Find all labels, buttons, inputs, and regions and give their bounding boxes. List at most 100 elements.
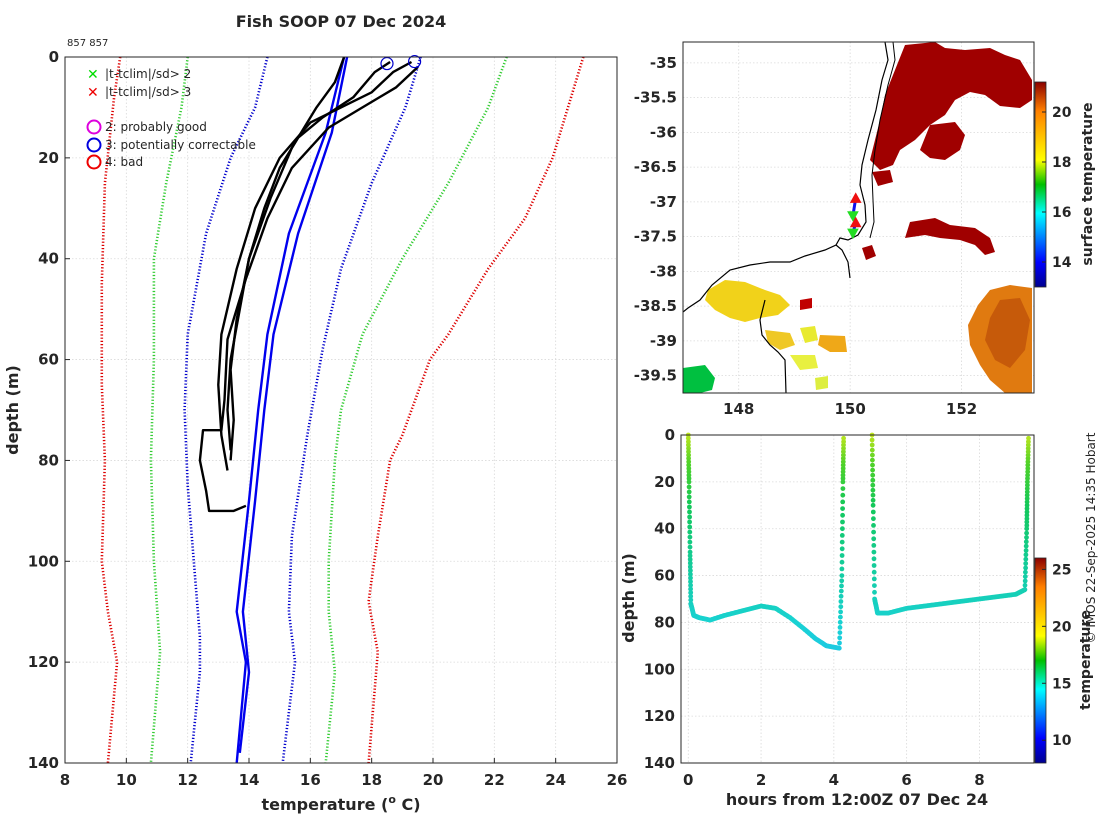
timeseries-point [871,536,877,542]
timeseries-point [871,569,877,575]
profile-xtick-label: 16 [300,771,321,789]
timeseries-point [687,553,693,559]
timeseries-point [1024,523,1030,528]
map-ytick-label: -37.5 [634,228,677,246]
sst-patch-orange-bass [818,335,847,352]
map-colorbar-ticks: 14 16 18 20 [1042,105,1072,271]
timeseries-point [686,479,692,485]
timeseries-ytick-label: 80 [654,613,675,631]
legend-label-3sd: |t-tclim|/sd> 3 [105,85,191,99]
legend-item-probably-good: 2: probably good [86,119,207,135]
timeseries-point [870,462,875,468]
profile-panel: Fish SOOP 07 Dec 2024 857 857 8 10 12 14 16 1… [3,12,627,814]
sst-patch-warm-north-2 [920,122,965,160]
profile-axes-box [64,56,618,764]
timeseries-point [688,597,694,603]
profile-ytick-label: 0 [49,48,59,66]
timeseries-ytick-label: 60 [654,567,675,585]
timeseries-point [687,564,693,570]
timeseries-point [840,526,845,532]
profile-series-cast-1 [229,57,346,461]
timeseries-point [686,476,692,481]
timeseries-ytick-label: 120 [644,707,675,725]
timeseries-point [1026,435,1031,441]
legend-circle-icon-red [86,154,102,170]
timeseries-point [1025,472,1030,478]
timeseries-ylabel: depth (m) [619,553,638,643]
timeseries-point [1026,439,1031,445]
profile-series-clim-3sd [100,57,122,763]
map-ytick-label: -35.5 [634,89,677,107]
map-xtick-label: 152 [946,400,977,418]
timeseries-point [688,582,693,588]
map-colorbar-tick-label: 16 [1052,205,1071,221]
timeseries-point [869,437,875,443]
timeseries-point [840,476,846,481]
timeseries-point [687,534,693,540]
timeseries-point [837,640,842,646]
map-colorbar-tick-label: 20 [1052,105,1072,121]
profile-series-clim-2sd [324,57,508,763]
timeseries-point [687,544,693,550]
map-ytick-label: -39.5 [634,367,677,385]
profile-xtick-label: 8 [60,771,70,789]
timeseries-point [841,446,846,451]
timeseries-point [871,523,876,528]
profile-series-cast-4 [226,60,391,451]
timeseries-point [1022,578,1028,584]
map-axes-box [682,41,1035,394]
profile-xtick-label: 22 [484,771,505,789]
timeseries-ytick-label: 40 [654,520,675,538]
profile-ytick-label: 40 [38,250,59,268]
timeseries-point [871,516,876,522]
map-track-triangle-marker [849,192,862,203]
profile-flag-circle-marker [380,56,394,71]
timeseries-point [870,477,876,483]
timeseries-xtick-label: 8 [974,771,984,789]
timeseries-point [1024,486,1030,491]
profile-xtick-label: 24 [545,771,566,789]
map-ytick-label: -35 [650,54,677,72]
timeseries-point [1024,489,1030,495]
timeseries-ytick-label: 20 [654,473,675,491]
sst-patch-warm-northeast [870,42,1032,170]
timeseries-point [686,462,692,468]
timeseries-point [686,499,692,505]
timeseries-point [1023,548,1029,553]
profile-ytick-label: 20 [38,149,59,167]
sst-patch-yellow-5 [815,376,828,390]
map-ytick-label: -36 [650,123,677,141]
profile-series-cast-2 [217,60,413,471]
timeseries-point [687,509,692,515]
timeseries-point [840,512,845,518]
timeseries-point [686,494,692,500]
timeseries-point [839,546,845,552]
profile-series-clim-1sd [183,57,269,763]
timeseries-point [839,533,845,538]
timeseries-point [870,492,876,498]
timeseries-point [1023,561,1029,566]
profile-series-clim-1sd [281,57,422,763]
timeseries-point [1024,502,1030,508]
timeseries-point [870,487,876,493]
timeseries-point [687,524,693,530]
timeseries-point [838,609,843,615]
timeseries-point [1025,452,1031,458]
timeseries-point [1023,552,1029,558]
profile-xtick-label: 12 [177,771,198,789]
timeseries-point [687,504,692,510]
sst-patch-warm-north-3 [872,170,893,186]
profile-series-clim-2sd [149,57,189,763]
profile-legend: ✕ |t-tclim|/sd> 2 ✕ |t-tclim|/sd> 3 2: p… [86,67,256,170]
legend-item-bad: 4: bad [86,154,143,170]
timeseries-point [688,590,694,595]
timeseries-point [1023,539,1029,545]
legend-item-potentially-correctable: 3: potentially correctable [86,137,256,153]
map-colorbar-tick-label: 14 [1052,255,1072,271]
timeseries-point [1022,574,1028,579]
timeseries-point [1025,479,1030,485]
sst-patch-yellow-bass-strait [705,280,790,322]
profile-ytick-label: 120 [28,653,59,671]
timeseries-point [871,563,877,568]
